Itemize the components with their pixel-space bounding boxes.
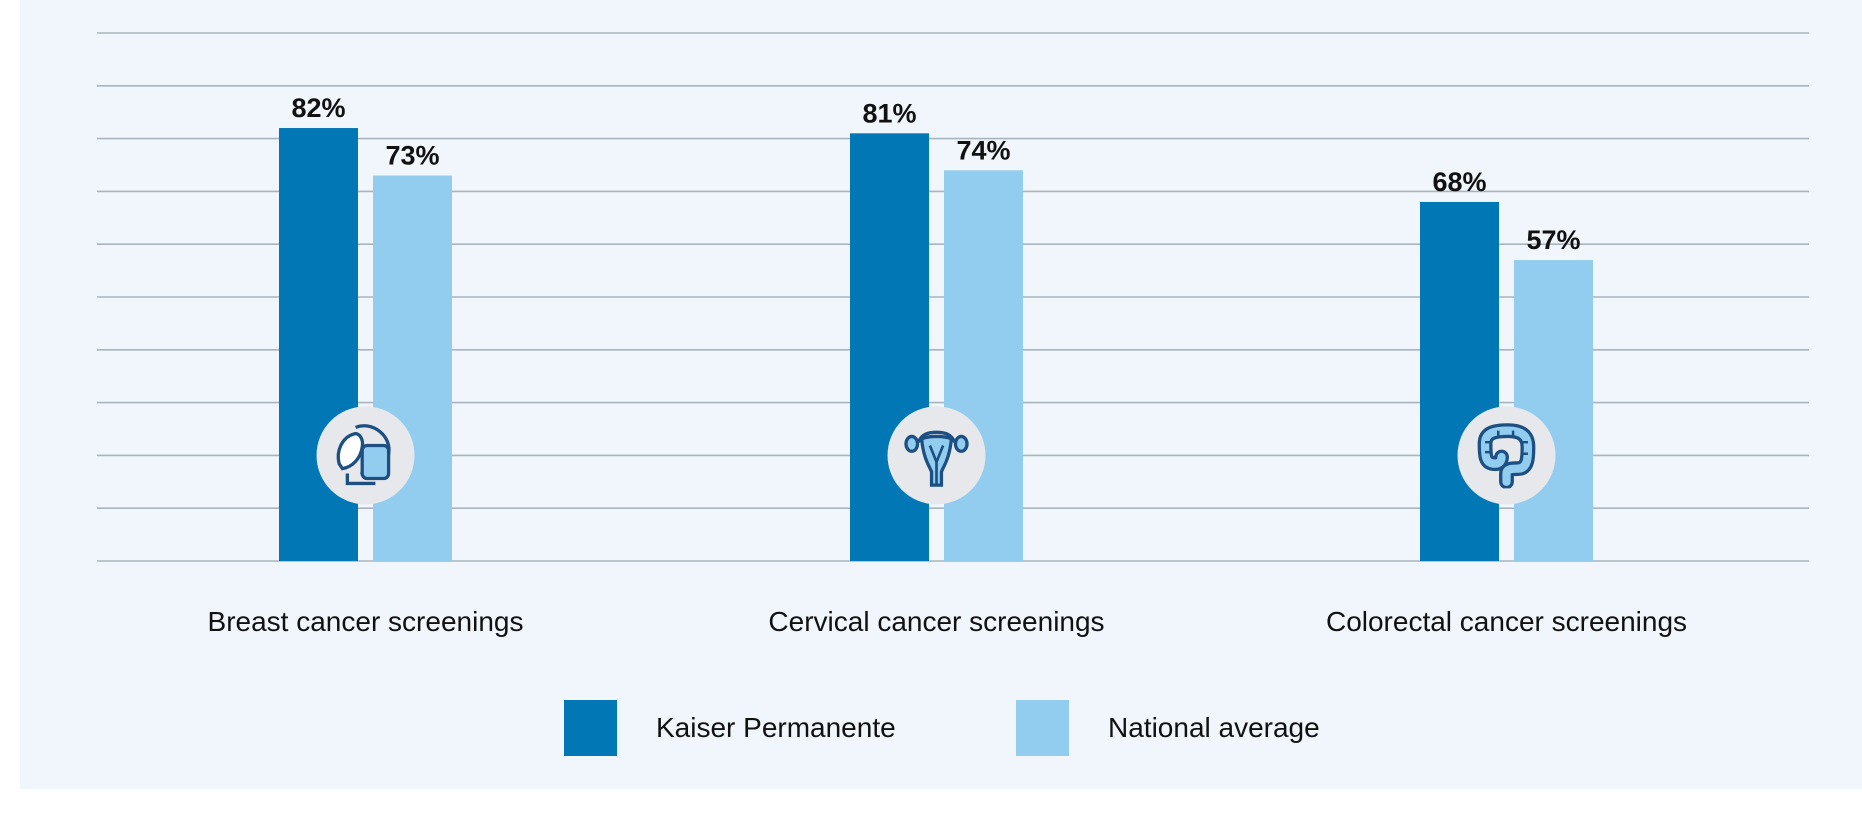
data-label: 73%: [385, 141, 439, 171]
legend-swatch: [564, 700, 617, 756]
bar: [1420, 201, 1499, 561]
category-label: Colorectal cancer screenings: [1326, 606, 1687, 637]
bar: [373, 175, 452, 561]
data-label: 74%: [956, 135, 1010, 165]
data-label: 68%: [1432, 167, 1486, 197]
legend-swatch: [1016, 700, 1069, 756]
data-label: 57%: [1526, 225, 1580, 255]
category-label: Breast cancer screenings: [208, 606, 524, 637]
category-label: Cervical cancer screenings: [768, 606, 1104, 637]
data-label: 81%: [862, 98, 916, 128]
chart-panel: 82% 73% Breast cancer screenings 81% 74% Cerv…: [20, 0, 1862, 789]
data-label: 82%: [291, 93, 345, 123]
legend-label: National average: [1108, 712, 1320, 743]
legend-label: Kaiser Permanente: [656, 712, 896, 743]
bar-chart: 82% 73% Breast cancer screenings 81% 74% Cerv…: [97, 32, 1809, 756]
bar: [1514, 260, 1593, 561]
bar: [944, 170, 1023, 561]
